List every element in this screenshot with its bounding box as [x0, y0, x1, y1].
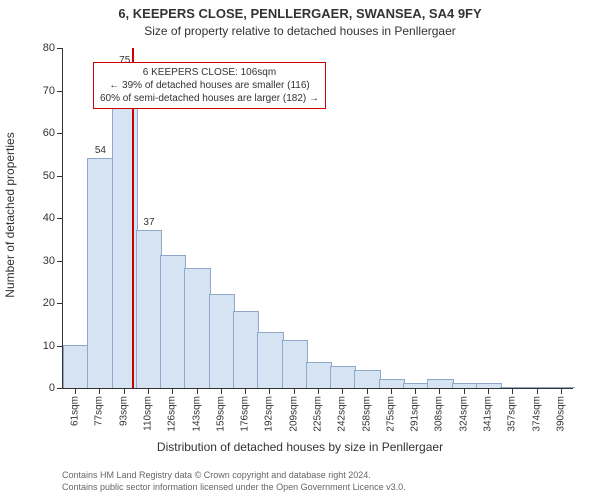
x-tick: [342, 388, 343, 394]
x-tick-label: 357sqm: [507, 396, 518, 432]
histogram-bar: [549, 387, 575, 388]
y-tick: [57, 48, 63, 49]
x-tick-label: 324sqm: [458, 396, 469, 432]
x-tick: [221, 388, 222, 394]
chart-container: { "title": { "text": "6, KEEPERS CLOSE, …: [0, 0, 600, 500]
x-tick-label: 110sqm: [143, 396, 154, 431]
x-tick-label: 275sqm: [385, 396, 396, 432]
y-tick-label: 0: [49, 382, 55, 394]
x-tick-label: 209sqm: [288, 396, 299, 432]
x-tick-label: 258sqm: [361, 396, 372, 432]
x-tick-label: 61sqm: [70, 396, 81, 426]
y-tick: [57, 218, 63, 219]
annotation-line: ← 39% of detached houses are smaller (11…: [100, 79, 319, 92]
y-tick-label: 10: [43, 340, 55, 352]
histogram-bar: [63, 345, 89, 389]
y-tick: [57, 133, 63, 134]
histogram-bar: [524, 387, 550, 388]
y-tick-label: 80: [43, 42, 55, 54]
x-tick: [99, 388, 100, 394]
x-tick: [294, 388, 295, 394]
x-tick: [367, 388, 368, 394]
x-tick: [537, 388, 538, 394]
x-tick: [561, 388, 562, 394]
y-tick-label: 40: [43, 212, 55, 224]
histogram-bar: 54: [87, 158, 113, 389]
x-tick: [245, 388, 246, 394]
bar-value-label: 37: [143, 217, 154, 228]
x-tick-label: 126sqm: [167, 396, 178, 432]
y-tick-label: 20: [43, 297, 55, 309]
bar-value-label: 54: [95, 145, 106, 156]
y-axis-label: Number of detached properties: [3, 115, 17, 315]
x-tick-label: 242sqm: [337, 396, 348, 432]
histogram-bar: [354, 370, 380, 388]
x-tick: [172, 388, 173, 394]
histogram-bar: [427, 379, 453, 389]
histogram-bar: [452, 383, 478, 388]
histogram-bar: [233, 311, 259, 389]
x-tick: [269, 388, 270, 394]
x-tick: [124, 388, 125, 394]
x-tick-label: 308sqm: [434, 396, 445, 432]
histogram-bar: [282, 340, 308, 388]
footer-attribution: Contains HM Land Registry data © Crown c…: [62, 470, 406, 493]
histogram-bar: [184, 268, 210, 388]
annotation-line: 60% of semi-detached houses are larger (…: [100, 92, 319, 105]
x-tick-label: 143sqm: [191, 396, 202, 432]
chart-title: 6, KEEPERS CLOSE, PENLLERGAER, SWANSEA, …: [0, 6, 600, 21]
y-tick-label: 50: [43, 170, 55, 182]
histogram-bar: 37: [136, 230, 162, 388]
y-tick-label: 60: [43, 127, 55, 139]
chart-subtitle: Size of property relative to detached ho…: [0, 24, 600, 38]
x-tick: [75, 388, 76, 394]
x-tick: [148, 388, 149, 394]
annotation-callout: 6 KEEPERS CLOSE: 106sqm← 39% of detached…: [93, 62, 326, 109]
y-tick: [57, 388, 63, 389]
y-tick: [57, 176, 63, 177]
x-tick-label: 192sqm: [264, 396, 275, 432]
x-tick: [391, 388, 392, 394]
x-tick-label: 225sqm: [313, 396, 324, 432]
y-tick: [57, 91, 63, 92]
x-tick-label: 390sqm: [555, 396, 566, 432]
x-tick-label: 176sqm: [240, 396, 251, 432]
x-tick: [415, 388, 416, 394]
y-tick-label: 30: [43, 255, 55, 267]
histogram-bar: [330, 366, 356, 388]
y-tick: [57, 261, 63, 262]
histogram-bar: [209, 294, 235, 389]
x-tick: [464, 388, 465, 394]
histogram-bar: 75: [112, 68, 138, 388]
y-tick-label: 70: [43, 85, 55, 97]
x-tick: [512, 388, 513, 394]
annotation-line: 6 KEEPERS CLOSE: 106sqm: [100, 66, 319, 79]
x-tick-label: 291sqm: [410, 396, 421, 432]
x-tick: [197, 388, 198, 394]
plot-area: 0102030405060708061sqm5477sqm7593sqm3711…: [62, 48, 573, 389]
y-tick: [57, 303, 63, 304]
x-axis-label: Distribution of detached houses by size …: [0, 440, 600, 454]
x-tick: [318, 388, 319, 394]
footer-line-1: Contains HM Land Registry data © Crown c…: [62, 470, 406, 482]
histogram-bar: [160, 255, 186, 388]
histogram-bar: [257, 332, 283, 388]
x-tick: [488, 388, 489, 394]
histogram-bar: [306, 362, 332, 389]
x-tick-label: 93sqm: [118, 396, 129, 426]
x-tick: [439, 388, 440, 394]
x-tick-label: 77sqm: [94, 396, 105, 426]
histogram-bar: [379, 379, 405, 389]
x-tick-label: 159sqm: [215, 396, 226, 432]
x-tick-label: 374sqm: [531, 396, 542, 432]
histogram-bar: [500, 387, 526, 388]
histogram-bar: [403, 383, 429, 388]
x-tick-label: 341sqm: [483, 396, 494, 432]
footer-line-2: Contains public sector information licen…: [62, 482, 406, 494]
